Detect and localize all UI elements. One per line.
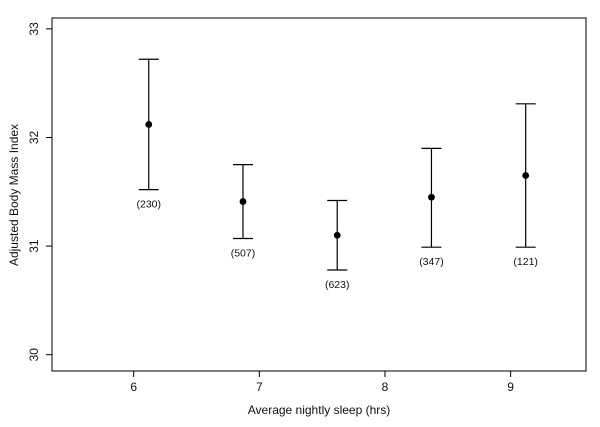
data-point [522,172,530,179]
data-marks: (230) (507) (623) (347) (121) [136,58,538,291]
data-point [428,193,435,201]
sample-size-label: (230) [136,199,161,211]
sample-size-label: (507) [231,247,256,259]
data-point [239,198,247,205]
y-tick-label: 33 [27,22,41,36]
y-tick-label: 30 [27,348,41,362]
plot-frame [51,17,587,372]
data-point [333,231,341,239]
y-tick-label: 32 [27,130,41,144]
x-axis-title: Average nightly sleep (hrs) [248,403,391,417]
x-axis: 6 7 8 9 [130,371,514,394]
x-tick-label: 9 [507,380,514,394]
y-axis: 30 31 32 33 [27,22,52,362]
y-tick-label: 31 [27,239,41,253]
y-axis-title: Adjusted Body Mass Index [7,124,21,266]
sample-size-label: (347) [419,256,444,268]
x-tick-label: 7 [256,380,263,394]
x-tick-label: 6 [130,380,137,394]
sample-size-label: (623) [325,279,350,291]
data-point [145,121,153,128]
sample-size-label: (121) [513,256,538,268]
x-tick-label: 8 [382,380,389,394]
